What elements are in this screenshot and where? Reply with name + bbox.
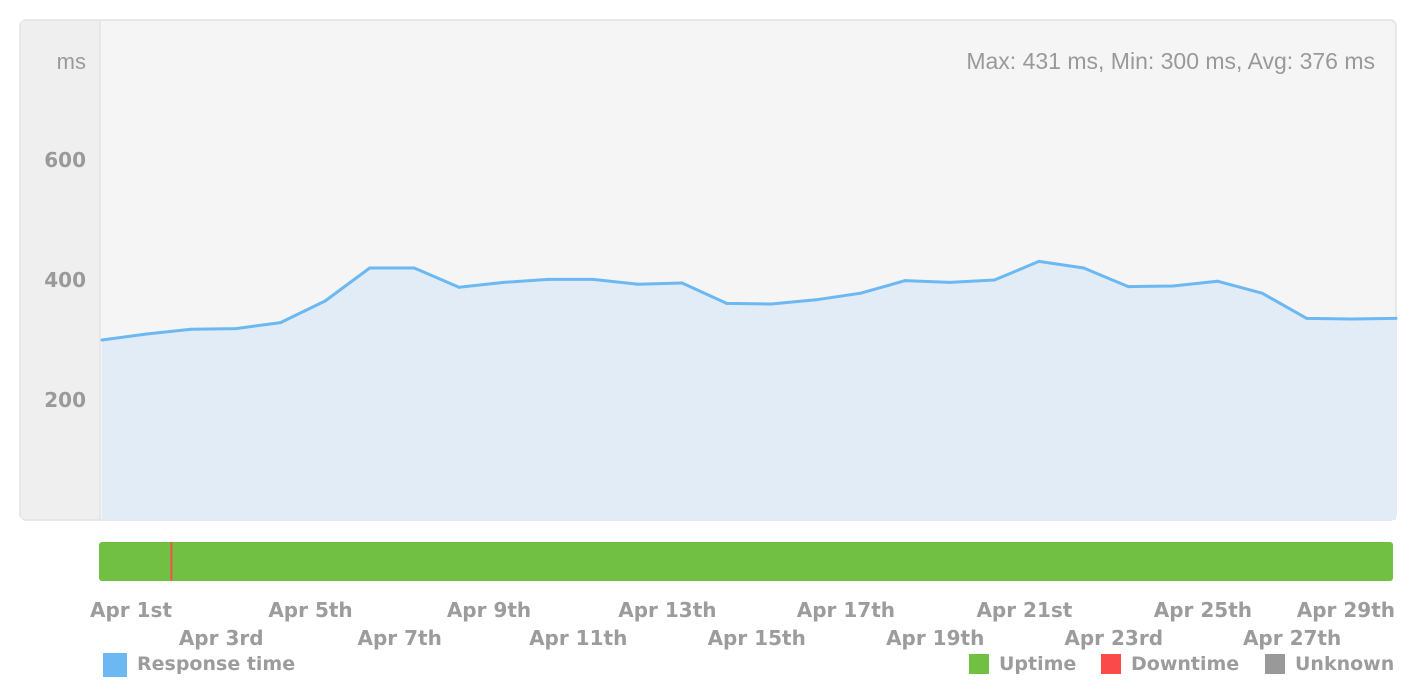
data-point: [457, 285, 461, 289]
y-axis-gutter: [21, 21, 100, 519]
x-tick-label: Apr 19th: [886, 626, 984, 650]
data-point: [903, 279, 907, 283]
data-point: [680, 281, 684, 285]
x-tick-label: Apr 25th: [1154, 598, 1252, 622]
x-axis-date-labels: Apr 1st Apr 5th Apr 9th Apr 13th Apr 17th Apr…: [90, 598, 1395, 650]
x-tick-label: Apr 1st: [90, 598, 172, 622]
data-point: [948, 280, 952, 284]
legend-left: Response time: [103, 653, 295, 677]
data-point: [1394, 316, 1398, 320]
data-point: [368, 266, 372, 270]
x-tick-label: Apr 17th: [797, 598, 895, 622]
y-tick-label: 400: [44, 268, 86, 292]
data-point: [769, 302, 773, 306]
y-axis-ticks: 600 400 200: [44, 148, 86, 412]
legend-swatch: [969, 654, 989, 674]
x-tick-label: Apr 7th: [358, 626, 442, 650]
data-point: [591, 277, 595, 281]
response-time-line: [101, 259, 1397, 342]
data-point: [1126, 285, 1130, 289]
data-point: [279, 321, 282, 325]
data-point: [234, 327, 238, 331]
x-tick-label: Apr 3rd: [179, 626, 264, 650]
data-point: [1216, 279, 1219, 283]
legend-label: Downtime: [1131, 653, 1239, 675]
downtime-marker: [170, 542, 173, 581]
data-point: [814, 298, 818, 302]
legend-label: Response time: [137, 653, 295, 675]
data-point: [992, 278, 996, 282]
downtime-markers: [170, 542, 173, 581]
x-tick-label: Apr 11th: [529, 626, 627, 650]
response-time-area: [102, 261, 1396, 520]
data-point: [1082, 266, 1086, 270]
x-tick-label: Apr 27th: [1243, 626, 1341, 650]
data-point: [1037, 259, 1041, 263]
data-point: [1171, 284, 1175, 288]
legend-swatch: [1101, 654, 1121, 674]
x-tick-label: Apr 29th: [1297, 598, 1395, 622]
x-tick-label: Apr 9th: [447, 598, 531, 622]
legend-label: Uptime: [999, 653, 1076, 675]
x-tick-label: Apr 21st: [976, 598, 1072, 622]
data-point: [725, 301, 729, 305]
data-point: [323, 299, 327, 303]
legend-swatch: [1265, 654, 1285, 674]
legend-label: Unknown: [1295, 653, 1394, 675]
data-point: [1260, 291, 1264, 295]
data-point: [412, 266, 416, 270]
stats-summary: Max: 431 ms, Min: 300 ms, Avg: 376 ms: [966, 48, 1375, 74]
data-point: [1305, 316, 1309, 320]
x-tick-label: Apr 5th: [268, 598, 352, 622]
response-time-series: [100, 259, 1398, 520]
data-point: [100, 338, 104, 342]
legend-right: Uptime Downtime Unknown: [969, 653, 1394, 675]
data-point: [546, 277, 550, 281]
x-tick-label: Apr 23rd: [1064, 626, 1163, 650]
data-point: [502, 280, 506, 284]
data-point: [635, 282, 639, 286]
x-tick-label: Apr 15th: [708, 626, 806, 650]
x-tick-label: Apr 13th: [618, 598, 716, 622]
y-axis-unit: ms: [57, 49, 86, 74]
data-point: [859, 291, 863, 295]
data-point: [1349, 317, 1353, 321]
y-tick-label: 600: [44, 148, 86, 172]
y-tick-label: 200: [44, 388, 86, 412]
data-point: [189, 327, 193, 331]
uptime-bar: [99, 542, 1393, 581]
data-point: [145, 332, 149, 336]
legend-swatch: [103, 653, 127, 677]
